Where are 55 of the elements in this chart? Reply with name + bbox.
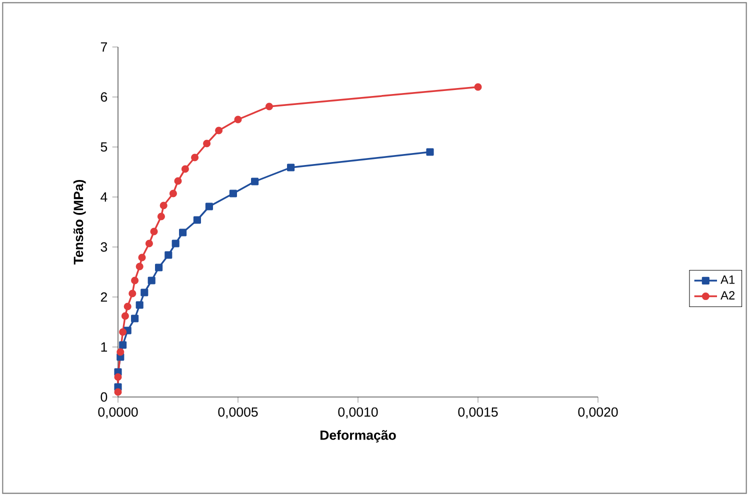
point: [181, 165, 189, 173]
y-axis-title: Tensão (MPa): [73, 180, 86, 265]
point: [174, 177, 182, 185]
point: [131, 276, 139, 284]
point: [426, 148, 434, 156]
point: [474, 83, 482, 91]
y-tick-label: 5: [100, 142, 108, 152]
point: [124, 302, 132, 310]
x-tick-label: 0,0010: [338, 407, 378, 418]
point: [136, 301, 144, 309]
point: [128, 290, 136, 298]
point: [251, 178, 259, 186]
point: [193, 216, 201, 224]
point: [145, 240, 153, 248]
y-tick-label: 3: [100, 242, 108, 252]
y-tick-label: 7: [100, 42, 107, 52]
point: [265, 102, 273, 110]
point: [172, 240, 180, 248]
point: [155, 264, 163, 272]
x-axis-title: Deformação: [320, 430, 396, 442]
point: [121, 312, 129, 320]
x-tick-label: 0,0000: [98, 407, 138, 418]
legend-label: A1: [720, 276, 735, 284]
point: [287, 164, 295, 172]
point: [148, 276, 156, 284]
y-tick-label: 0: [100, 392, 108, 402]
point: [131, 314, 139, 322]
point: [203, 140, 211, 148]
point: [157, 212, 165, 220]
point: [205, 202, 213, 210]
point: [160, 202, 168, 210]
point: [229, 190, 237, 198]
point: [234, 116, 242, 124]
point: [191, 154, 199, 162]
y-tick-label: 4: [100, 192, 108, 202]
point: [169, 190, 177, 198]
x-tick-label: 0,0005: [218, 407, 258, 418]
point: [164, 251, 172, 259]
point: [119, 328, 127, 336]
point: [114, 388, 122, 396]
point: [138, 254, 146, 262]
point: [119, 341, 127, 349]
point: [150, 228, 158, 236]
point: [114, 373, 122, 381]
point: [136, 262, 144, 270]
point: [215, 126, 223, 134]
point: [116, 348, 124, 356]
x-tick-label: 0,0015: [458, 407, 498, 418]
y-tick-label: 6: [100, 92, 108, 102]
legend-label: A2: [720, 291, 735, 300]
y-tick-label: 2: [100, 292, 107, 302]
x-tick-label: 0,0020: [578, 407, 618, 418]
point: [140, 288, 148, 296]
y-tick-label: 1: [101, 342, 107, 352]
point: [179, 228, 187, 236]
